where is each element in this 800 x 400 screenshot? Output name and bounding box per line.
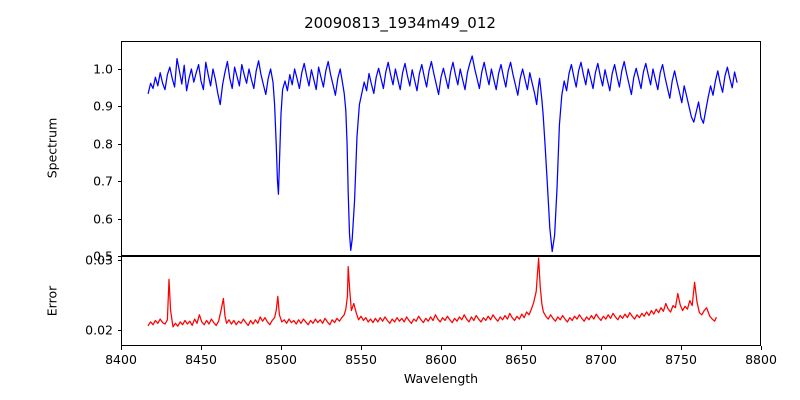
- spectrum-y-tick: [117, 144, 121, 145]
- x-tick: [441, 346, 442, 350]
- spectrum-plot-area: [122, 42, 760, 255]
- x-ticklabel: 8450: [185, 352, 217, 367]
- spectrum-y-ticklabel: 0.7: [93, 173, 113, 189]
- error-y-ticklabel: 0.03: [85, 252, 113, 268]
- figure-title: 20090813_1934m49_012: [304, 14, 496, 32]
- error-plot-area: [122, 257, 760, 345]
- spectrum-y-tick: [117, 69, 121, 70]
- x-ticklabel: 8400: [105, 352, 137, 367]
- x-ticklabel: 8750: [665, 352, 697, 367]
- spectrum-y-tick: [117, 219, 121, 220]
- spectrum-y-ticklabel: 0.6: [93, 211, 113, 227]
- x-tick: [201, 346, 202, 350]
- spectrum-y-tick: [117, 181, 121, 182]
- x-tick: [681, 346, 682, 350]
- x-ticklabel: 8700: [585, 352, 617, 367]
- spectrum-y-ticklabel: 0.8: [93, 136, 113, 152]
- error-line-series: [147, 257, 717, 328]
- x-tick: [601, 346, 602, 350]
- x-ticklabel: 8650: [505, 352, 537, 367]
- error-y-tick: [117, 330, 121, 331]
- x-tick: [281, 346, 282, 350]
- x-tick: [361, 346, 362, 350]
- x-tick: [521, 346, 522, 350]
- x-tick: [761, 346, 762, 350]
- x-ticklabel: 8800: [745, 352, 777, 367]
- spectrum-y-ticklabel: 1.0: [93, 61, 113, 77]
- error-y-tick: [117, 260, 121, 261]
- x-tick: [121, 346, 122, 350]
- x-axis-label: Wavelength: [403, 371, 479, 386]
- spectrum-line-series: [147, 55, 738, 253]
- error-y-ticklabel: 0.02: [85, 322, 113, 338]
- x-ticklabel: 8550: [345, 352, 377, 367]
- spectrum-y-ticklabel: 0.5: [93, 248, 113, 264]
- spectrum-y-ticklabel: 0.9: [93, 98, 113, 114]
- spectrum-y-tick: [117, 256, 121, 257]
- x-ticklabel: 8500: [265, 352, 297, 367]
- spectrum-y-tick: [117, 106, 121, 107]
- spectrum-panel: [121, 41, 761, 256]
- x-ticklabel: 8600: [425, 352, 457, 367]
- error-panel: [121, 256, 761, 346]
